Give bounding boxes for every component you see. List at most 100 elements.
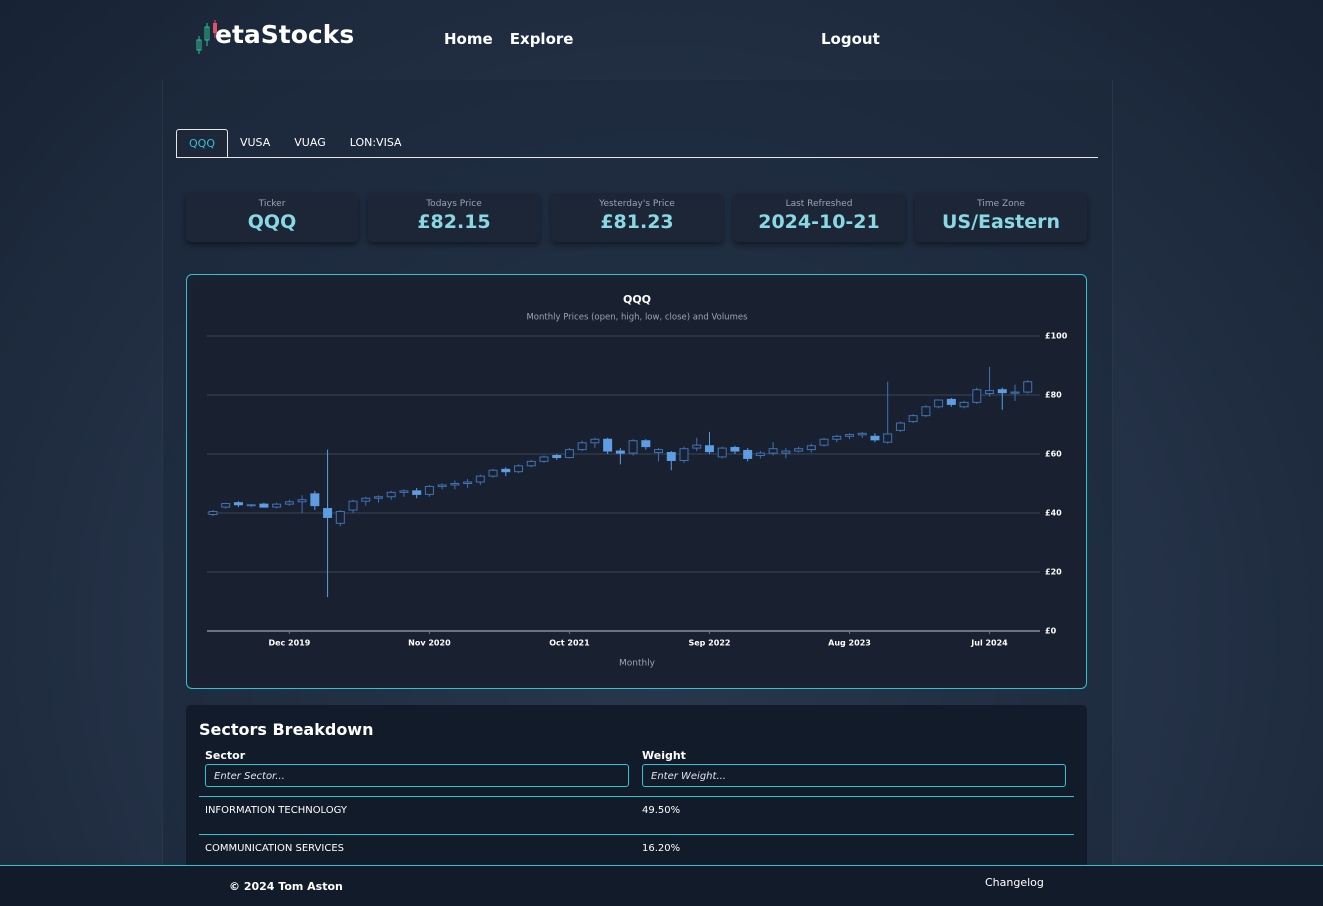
weight-filter[interactable]: Enter Weight... bbox=[642, 764, 1066, 787]
footer: © 2024 Tom Aston Changelog bbox=[0, 865, 1323, 906]
stat-label: Time Zone bbox=[977, 199, 1025, 209]
chart: QQQ Monthly Prices (open, high, low, clo… bbox=[207, 293, 1068, 669]
changelog-link[interactable]: Changelog bbox=[985, 876, 1044, 889]
nav-link[interactable]: Explore bbox=[509, 30, 574, 48]
stat-value: 2024-10-21 bbox=[758, 211, 880, 233]
stat-value: QQQ bbox=[247, 211, 297, 233]
sector-name: INFORMATION TECHNOLOGY bbox=[205, 805, 348, 816]
candle-body bbox=[284, 501, 294, 505]
candle-body bbox=[310, 493, 320, 507]
candle-body bbox=[832, 435, 842, 440]
candle-body bbox=[946, 398, 956, 405]
candle-body bbox=[934, 399, 944, 408]
candle-body bbox=[819, 438, 829, 446]
candle-body bbox=[870, 435, 880, 441]
sector-filter[interactable]: Enter Sector... bbox=[205, 764, 629, 787]
logo-icon bbox=[196, 20, 217, 54]
candle-body bbox=[730, 447, 740, 452]
tab[interactable]: VUAG bbox=[294, 136, 326, 149]
x-tick-label: Sep 2022 bbox=[688, 639, 730, 648]
candle-body bbox=[373, 496, 383, 499]
stat-value: £81.23 bbox=[600, 211, 674, 233]
candle-body bbox=[335, 511, 345, 524]
candle-body bbox=[717, 447, 727, 458]
candle-body bbox=[985, 390, 995, 395]
candle-body bbox=[208, 511, 218, 515]
candle-body bbox=[794, 448, 804, 452]
column-header: Weight bbox=[642, 749, 686, 762]
stat-card: Yesterday's Price £81.23 bbox=[551, 193, 723, 242]
candle-body bbox=[399, 490, 409, 493]
candle-body bbox=[526, 460, 536, 467]
candle-body bbox=[323, 508, 333, 518]
candle-body bbox=[577, 442, 587, 451]
stat-value: US/Eastern bbox=[941, 211, 1061, 233]
candle-body bbox=[297, 499, 307, 503]
y-tick-label: £60 bbox=[1045, 450, 1062, 459]
candle-body bbox=[386, 491, 396, 498]
stat-value: £82.15 bbox=[417, 211, 491, 233]
candle-body bbox=[959, 401, 969, 408]
tab[interactable]: QQQ bbox=[176, 129, 228, 157]
y-tick-label: £100 bbox=[1045, 332, 1068, 341]
table-row: COMMUNICATION SERVICES 16.20% bbox=[199, 834, 1074, 872]
candle-body bbox=[603, 438, 613, 452]
tab[interactable]: VUSA bbox=[239, 136, 271, 149]
sector-name: COMMUNICATION SERVICES bbox=[205, 843, 344, 854]
sector-weight: 16.20% bbox=[642, 843, 681, 854]
candle-body bbox=[514, 465, 524, 473]
nav-links: Home Explore bbox=[444, 29, 573, 48]
candle-body bbox=[246, 504, 256, 507]
candle-body bbox=[501, 468, 511, 473]
y-tick-label: £0 bbox=[1045, 627, 1057, 636]
candle-body bbox=[679, 448, 689, 461]
candle-body bbox=[1010, 391, 1020, 394]
logout-link[interactable]: Logout bbox=[821, 30, 880, 48]
tab[interactable]: LON:VISA bbox=[349, 136, 402, 149]
candle-body bbox=[615, 450, 625, 454]
candle-body bbox=[641, 440, 651, 448]
x-tick-label: Nov 2020 bbox=[408, 639, 451, 648]
candle-body bbox=[221, 503, 231, 508]
candle-body bbox=[361, 497, 371, 502]
candle-body bbox=[845, 434, 854, 437]
candle-body bbox=[348, 500, 358, 511]
stat-label: Todays Price bbox=[426, 199, 482, 209]
candle-body bbox=[475, 475, 485, 483]
candle-body bbox=[654, 449, 664, 454]
chart-background bbox=[193, 281, 1080, 682]
candle-body bbox=[450, 483, 460, 486]
stat-card: Time Zone US/Eastern bbox=[915, 193, 1087, 242]
x-tick-label: Aug 2023 bbox=[828, 639, 871, 648]
candle-body bbox=[539, 456, 549, 462]
candle-body bbox=[908, 415, 918, 423]
candle-body bbox=[272, 503, 282, 508]
x-tick-label: Dec 2019 bbox=[268, 639, 310, 648]
candle-body bbox=[628, 440, 638, 454]
chart-title: QQQ bbox=[623, 293, 651, 306]
chart-subtitle: Monthly Prices (open, high, low, close) … bbox=[526, 313, 748, 323]
column-header: Sector bbox=[205, 749, 246, 762]
candle-body bbox=[412, 490, 422, 495]
candle-body bbox=[768, 448, 778, 454]
candle-body bbox=[1023, 381, 1033, 393]
candle-body bbox=[463, 481, 473, 484]
candle-body bbox=[437, 484, 447, 487]
table-row: INFORMATION TECHNOLOGY 49.50% bbox=[199, 796, 1074, 834]
candle-body bbox=[883, 433, 893, 443]
candle-body bbox=[590, 438, 600, 444]
candle-body bbox=[233, 502, 243, 506]
candle-body bbox=[692, 444, 702, 449]
copyright: © 2024 Tom Aston bbox=[229, 880, 343, 893]
candle-body bbox=[997, 389, 1007, 394]
stat-label: Yesterday's Price bbox=[599, 199, 675, 209]
nav-link[interactable]: Home bbox=[444, 30, 493, 48]
candle-body bbox=[921, 406, 931, 417]
candle-body bbox=[806, 445, 816, 451]
candle-body bbox=[259, 503, 269, 508]
candle-body bbox=[755, 452, 765, 456]
candle-body bbox=[552, 454, 562, 459]
stat-card: Ticker QQQ bbox=[186, 193, 358, 242]
candle-body bbox=[564, 449, 574, 459]
x-tick-label: Jul 2024 bbox=[970, 639, 1008, 648]
